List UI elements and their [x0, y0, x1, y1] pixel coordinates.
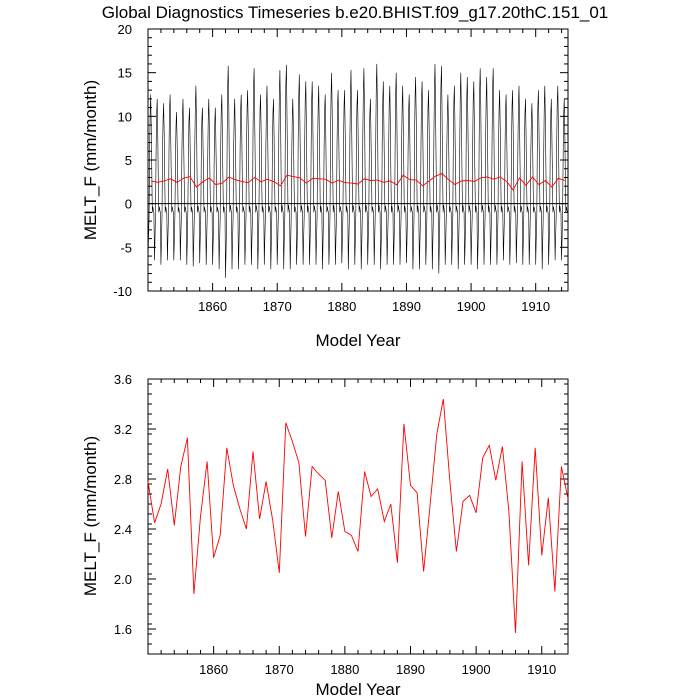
- top-x-tick-label: 1860: [198, 299, 227, 314]
- top-y-tick-label: 5: [125, 153, 132, 168]
- top-y-tick-label: 20: [118, 22, 132, 37]
- bottom-y-tick-label: 3.6: [114, 372, 132, 387]
- top-annual-mean-line: [151, 172, 565, 191]
- bottom-y-tick-label: 1.6: [114, 622, 132, 637]
- top-y-axis-label: MELT_F (mm/month): [81, 80, 100, 240]
- top-x-tick-label: 1890: [392, 299, 421, 314]
- bottom-x-tick-label: 1910: [527, 662, 556, 677]
- chart-title: Global Diagnostics Timeseries b.e20.BHIS…: [102, 3, 609, 22]
- bottom-x-tick-label: 1890: [396, 662, 425, 677]
- top-y-tick-label: 15: [118, 66, 132, 81]
- bottom-plot-area: [147, 398, 569, 633]
- bottom-y-axis-label: MELT_F (mm/month): [81, 436, 100, 596]
- bottom-y-tick-label: 3.2: [114, 422, 132, 437]
- bottom-x-axis-label: Model Year: [315, 680, 400, 699]
- bottom-x-tick-label: 1900: [462, 662, 491, 677]
- bottom-panel: 1860 1870 1880 1890 1900 1910 1.6 2.0 2.4 2.8 3.2 3…: [81, 372, 569, 699]
- bottom-y-tick-label: 2.4: [114, 522, 132, 537]
- top-x-tick-label: 1910: [521, 299, 550, 314]
- top-y-tick-label: -10: [113, 284, 132, 299]
- top-panel: 1860 1870 1880 1890 1900 1910 -10 -5 0 5 10 15 20 Mo…: [81, 22, 569, 350]
- bottom-x-tick-label: 1870: [265, 662, 294, 677]
- bottom-ticks: 1860 1870 1880 1890 1900 1910 1.6 2.0 2.4 2.8 3.2 3…: [114, 372, 569, 677]
- bottom-y-tick-label: 2.8: [114, 472, 132, 487]
- top-ticks: 1860 1870 1880 1890 1900 1910 -10 -5 0 5 10 15 20: [113, 22, 568, 314]
- bottom-x-tick-label: 1860: [199, 662, 228, 677]
- top-x-axis-label: Model Year: [315, 331, 400, 350]
- top-monthly-series-line: [147, 63, 568, 278]
- top-y-tick-label: 10: [118, 109, 132, 124]
- bottom-x-tick-label: 1880: [330, 662, 359, 677]
- bottom-y-tick-label: 2.0: [114, 572, 132, 587]
- top-x-tick-label: 1900: [457, 299, 486, 314]
- top-y-tick-label: -5: [120, 240, 132, 255]
- top-x-tick-label: 1870: [263, 299, 292, 314]
- top-plot-area: [147, 63, 568, 278]
- top-y-tick-label: 0: [125, 197, 132, 212]
- top-x-tick-label: 1880: [327, 299, 356, 314]
- bottom-annual-mean-line: [147, 398, 569, 633]
